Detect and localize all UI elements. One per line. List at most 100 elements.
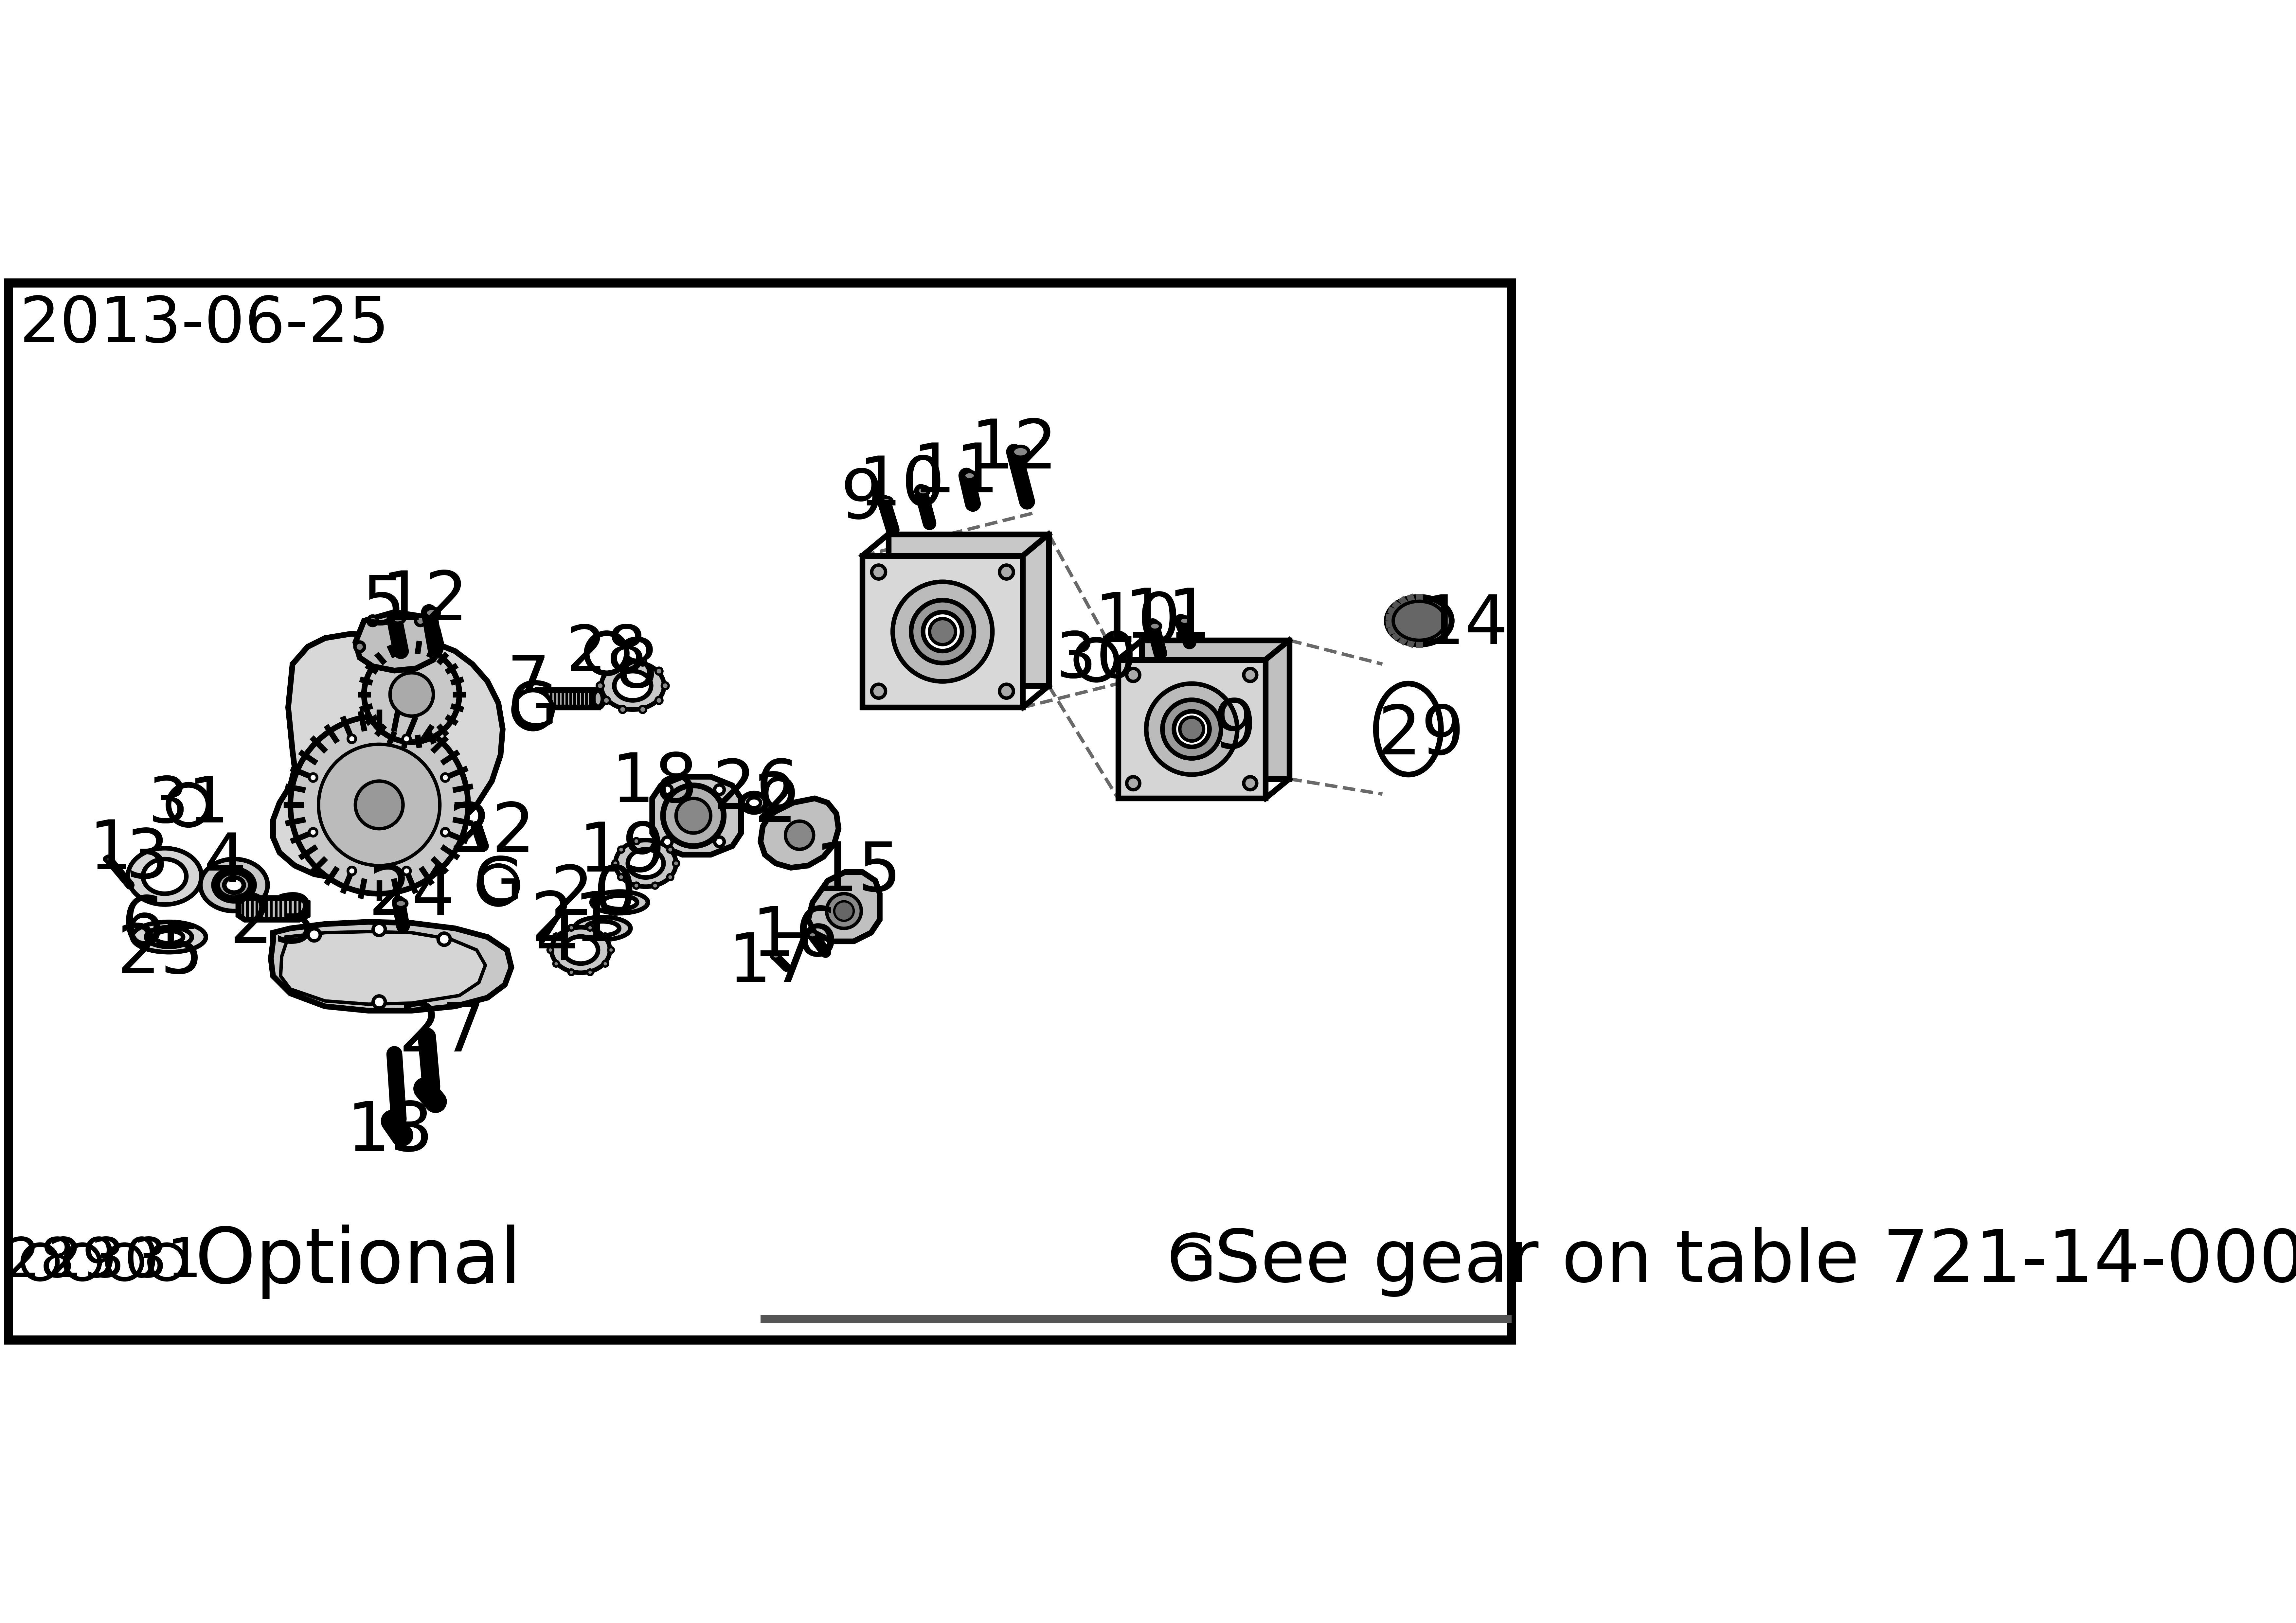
Circle shape <box>569 969 574 975</box>
Circle shape <box>374 997 386 1008</box>
Ellipse shape <box>808 932 817 938</box>
Text: 10: 10 <box>1095 589 1180 656</box>
Circle shape <box>912 601 974 664</box>
Ellipse shape <box>106 857 113 862</box>
Polygon shape <box>808 872 879 941</box>
Circle shape <box>714 786 723 794</box>
Text: 12: 12 <box>971 417 1058 482</box>
Circle shape <box>827 894 861 928</box>
Circle shape <box>569 925 574 930</box>
Circle shape <box>1173 711 1210 747</box>
Text: 23: 23 <box>230 891 317 958</box>
Text: 28: 28 <box>567 623 647 683</box>
Circle shape <box>365 648 459 742</box>
Text: 28: 28 <box>5 1235 76 1289</box>
Circle shape <box>602 961 608 967</box>
Ellipse shape <box>551 927 611 972</box>
Circle shape <box>108 1245 142 1279</box>
Circle shape <box>367 617 377 625</box>
Text: 15: 15 <box>815 839 902 906</box>
Ellipse shape <box>1013 446 1029 458</box>
Ellipse shape <box>627 849 664 878</box>
Circle shape <box>356 781 404 829</box>
Circle shape <box>1180 717 1203 742</box>
Text: 9: 9 <box>1212 696 1256 763</box>
Circle shape <box>923 612 962 651</box>
Text: 17: 17 <box>728 930 815 997</box>
Text: 16: 16 <box>751 904 838 971</box>
Circle shape <box>1244 777 1256 790</box>
Circle shape <box>588 925 592 930</box>
Ellipse shape <box>133 922 207 953</box>
Circle shape <box>872 685 886 698</box>
Circle shape <box>546 948 553 953</box>
Circle shape <box>585 633 627 674</box>
Ellipse shape <box>585 922 620 935</box>
Circle shape <box>168 784 209 826</box>
Circle shape <box>634 837 638 844</box>
Ellipse shape <box>129 849 202 904</box>
Circle shape <box>668 847 673 852</box>
Ellipse shape <box>964 472 976 480</box>
Text: 21: 21 <box>530 889 618 954</box>
Circle shape <box>310 774 317 781</box>
Bar <box>537 690 597 708</box>
Circle shape <box>1077 639 1116 680</box>
Ellipse shape <box>748 799 760 808</box>
Ellipse shape <box>142 859 186 894</box>
Circle shape <box>1127 777 1139 790</box>
Circle shape <box>613 860 618 867</box>
Ellipse shape <box>1150 622 1159 630</box>
Circle shape <box>553 933 558 940</box>
Circle shape <box>441 828 450 836</box>
Circle shape <box>652 883 659 889</box>
Ellipse shape <box>154 930 184 943</box>
Text: 12: 12 <box>381 568 468 635</box>
Circle shape <box>149 1245 184 1279</box>
Circle shape <box>664 786 673 794</box>
Circle shape <box>999 565 1013 579</box>
Circle shape <box>439 933 450 945</box>
Ellipse shape <box>147 927 193 946</box>
Bar <box>863 555 1022 708</box>
Circle shape <box>638 659 645 665</box>
Circle shape <box>675 799 712 833</box>
Text: 4: 4 <box>204 831 248 896</box>
Circle shape <box>872 565 886 579</box>
Text: 6: 6 <box>122 893 165 959</box>
Circle shape <box>319 745 441 865</box>
Text: 3: 3 <box>126 826 170 893</box>
Text: 11: 11 <box>912 440 999 506</box>
Circle shape <box>1162 700 1221 758</box>
Bar <box>1141 639 1290 779</box>
Text: 22: 22 <box>448 800 535 867</box>
Text: 11: 11 <box>1125 586 1212 652</box>
Ellipse shape <box>1387 597 1451 644</box>
Text: 1: 1 <box>90 818 133 883</box>
Text: 26: 26 <box>712 756 799 823</box>
Bar <box>889 534 1049 687</box>
Circle shape <box>1127 669 1139 682</box>
Ellipse shape <box>592 690 604 708</box>
Circle shape <box>374 923 386 935</box>
Text: See gear on table 721-14-0006: See gear on table 721-14-0006 <box>1215 1227 2296 1297</box>
Polygon shape <box>760 799 838 868</box>
Text: G: G <box>1166 1232 1217 1292</box>
Bar <box>1118 661 1265 799</box>
Text: 2: 2 <box>753 769 797 836</box>
Text: 24: 24 <box>367 863 455 928</box>
Circle shape <box>608 948 613 953</box>
Circle shape <box>714 837 723 847</box>
Circle shape <box>602 933 608 940</box>
Circle shape <box>588 633 627 674</box>
Text: 7: 7 <box>507 652 551 719</box>
Circle shape <box>664 786 723 846</box>
Polygon shape <box>652 777 742 855</box>
Circle shape <box>349 735 356 743</box>
Circle shape <box>480 865 519 904</box>
Circle shape <box>1146 683 1238 774</box>
Text: 31: 31 <box>133 1235 202 1289</box>
Ellipse shape <box>771 954 781 959</box>
Text: 31: 31 <box>147 774 230 836</box>
Ellipse shape <box>218 873 250 898</box>
